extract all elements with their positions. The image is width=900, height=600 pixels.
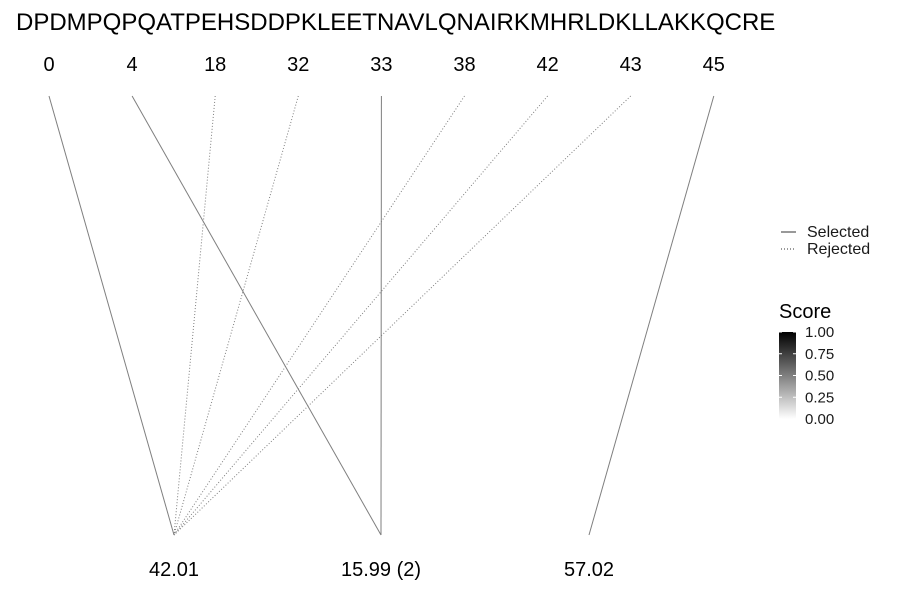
position-label: 18 <box>204 54 226 76</box>
position-label: 32 <box>287 54 309 76</box>
score-tick-label: 0.25 <box>805 389 834 406</box>
score-tick-label: 0.00 <box>805 411 834 428</box>
selected-link-line <box>588 95 715 536</box>
rejected-link-line <box>173 95 548 536</box>
rejected-link-line <box>173 95 216 536</box>
mass-labels: 42.01 15.99 (2) 57.02 <box>149 559 614 581</box>
position-label: 45 <box>703 54 725 76</box>
position-label: 43 <box>620 54 642 76</box>
score-colorbar <box>779 332 796 419</box>
position-label: 42 <box>536 54 558 76</box>
score-ticks: 1.00 0.75 0.50 0.25 0.00 <box>779 324 834 428</box>
links-group <box>48 95 715 536</box>
position-label: 33 <box>370 54 392 76</box>
legend-rejected-label: Rejected <box>807 241 870 258</box>
selected-link-line <box>131 95 382 536</box>
score-tick-label: 0.75 <box>805 346 834 363</box>
legend-selected-label: Selected <box>807 224 869 241</box>
position-label: 38 <box>453 54 475 76</box>
position-label: 0 <box>43 54 54 76</box>
score-tick-label: 0.50 <box>805 368 834 385</box>
selected-link-line <box>48 95 175 536</box>
mass-label: 15.99 (2) <box>341 559 421 581</box>
position-label: 4 <box>127 54 138 76</box>
rejected-link-line <box>173 95 465 536</box>
rejected-link-line <box>173 95 299 536</box>
position-labels: 0 4 18 32 33 38 42 43 45 <box>43 54 724 76</box>
score-legend-title: Score <box>779 301 831 323</box>
linetype-legend: Selected Rejected <box>781 224 870 258</box>
mass-label: 42.01 <box>149 559 199 581</box>
score-legend: Score 1.00 0.75 0.50 0.25 0.00 <box>779 301 834 428</box>
score-tick-label: 1.00 <box>805 324 834 341</box>
peptide-sequence: DPDMPQPQATPEHSDDPKLEETNAVLQNAIRKMHRLDKLL… <box>16 9 775 36</box>
rejected-link-line <box>173 95 632 536</box>
mass-label: 57.02 <box>564 559 614 581</box>
